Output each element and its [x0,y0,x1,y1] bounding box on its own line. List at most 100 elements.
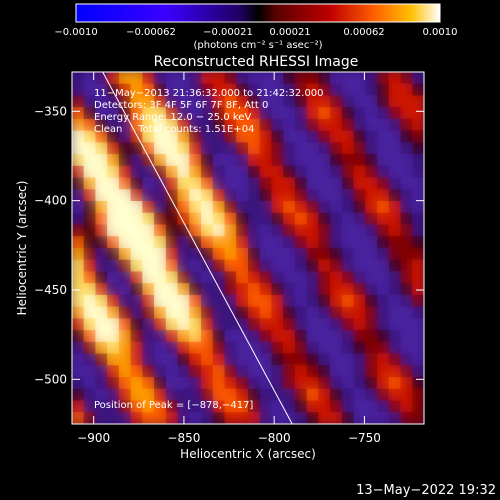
heatmap-pixel [165,294,178,307]
heatmap-pixel [294,400,307,413]
heatmap-pixel [154,118,166,131]
heatmap-pixel [95,294,108,307]
heatmap-pixel [306,236,319,248]
heatmap-pixel [189,365,202,378]
heatmap-pixel [248,154,260,166]
heatmap-pixel [330,400,342,413]
heatmap-pixel [142,212,155,225]
heatmap-pixel [283,248,295,260]
heatmap-pixel [283,95,295,108]
heatmap-cell [376,387,390,402]
heatmap-cell [211,293,226,308]
heatmap-pixel [72,388,84,401]
heatmap-cell [153,329,167,343]
heatmap-pixel [95,341,108,354]
heatmap-cell [258,270,273,285]
heatmap-cell [270,153,285,167]
heatmap-cell [211,188,226,203]
heatmap-cell [352,176,367,191]
heatmap-cell [317,340,332,355]
heatmap-cell [117,117,132,132]
heatmap-cell [340,176,355,191]
heatmap-cell [399,329,414,343]
heatmap-pixel [330,318,342,331]
heatmap-cell [141,364,156,379]
heatmap-pixel [318,154,331,166]
heatmap-cell [270,106,285,120]
heatmap-cell [223,153,238,167]
heatmap-pixel [130,165,143,178]
heatmap-pixel [377,271,389,284]
heatmap-cell [329,411,343,424]
heatmap-pixel [72,283,84,295]
heatmap-pixel [165,248,178,260]
heatmap-cell [293,340,308,355]
heatmap-pixel [118,294,131,307]
heatmap-cell [141,317,156,332]
heatmap-cell [72,258,85,273]
heatmap-pixel [248,318,260,331]
heatmap-pixel [189,236,202,248]
heatmap-pixel [248,83,260,96]
heatmap-pixel [318,165,331,178]
heatmap-cell [364,200,379,214]
heatmap-pixel [177,248,190,260]
heatmap-pixel [306,154,319,166]
heatmap-cell [223,317,238,332]
heatmap-cell [329,329,343,343]
heatmap-cell [72,305,85,320]
heatmap-cell [364,153,379,167]
heatmap-cell [329,106,343,120]
heatmap-cell [399,387,414,402]
heatmap-pixel [177,177,190,190]
heatmap-cell [153,153,167,167]
heatmap-cell [247,387,261,402]
heatmap-cell [317,329,332,343]
heatmap-cell [305,117,320,132]
heatmap-cell [200,164,214,179]
heatmap-cell [305,235,320,249]
heatmap-cell [164,399,179,414]
heatmap-cell [399,211,414,226]
heatmap-pixel [83,341,96,354]
heatmap-pixel [212,165,225,178]
heatmap-cell [317,411,332,424]
heatmap-cell [293,164,308,179]
heatmap-cell [129,72,144,85]
heatmap-cell [223,282,238,296]
heatmap-cell [305,317,320,332]
heatmap-cell [411,106,424,120]
heatmap-cell [106,305,120,320]
heatmap-pixel [400,189,413,202]
heatmap-cell [340,376,355,390]
heatmap-pixel [341,72,354,84]
heatmap-pixel [72,177,84,190]
heatmap-cell [188,94,203,109]
heatmap-pixel [130,365,143,378]
heatmap-cell [188,387,203,402]
heatmap-cell [211,176,226,191]
annotation-time: 11−May−2013 21:36:32.000 to 21:42:32.000 [94,88,324,99]
heatmap-cell [164,352,179,367]
heatmap-cell [211,223,226,238]
heatmap-pixel [118,318,131,331]
heatmap-pixel [271,154,284,166]
heatmap-cell [164,141,179,156]
heatmap-pixel [259,283,272,295]
heatmap-cell [94,352,109,367]
heatmap-pixel [212,224,225,237]
heatmap-cell [153,376,167,390]
heatmap-pixel [388,306,401,319]
heatmap-pixel [212,107,225,119]
heatmap-pixel [236,236,248,248]
heatmap-cell [270,235,285,249]
heatmap-pixel [318,400,331,413]
heatmap-pixel [165,224,178,237]
heatmap-cell [317,376,332,390]
heatmap-pixel [224,353,237,366]
heatmap-cell [94,82,109,97]
heatmap-pixel [189,224,202,237]
heatmap-pixel [83,248,96,260]
heatmap-pixel [412,118,424,131]
heatmap-cell [94,188,109,203]
